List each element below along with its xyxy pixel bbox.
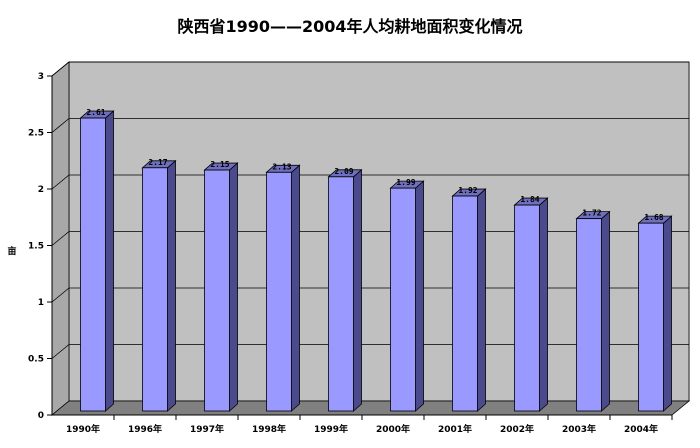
x-tick-label: 1990年 xyxy=(66,423,100,435)
y-tick-label: 0 xyxy=(38,411,44,421)
gridline-depth xyxy=(51,231,70,246)
y-tick-label: 2 xyxy=(38,185,44,195)
bar-side xyxy=(229,162,238,412)
x-tick-label: 1996年 xyxy=(128,423,162,435)
chart-title: 陕西省1990——2004年人均耕地面积变化情况 xyxy=(177,17,522,36)
bar xyxy=(80,117,106,412)
x-tick-label: 2004年 xyxy=(624,423,658,435)
data-label: 2.15 xyxy=(210,160,229,169)
bar xyxy=(638,222,664,412)
y-axis-label: 亩 xyxy=(7,245,16,257)
gridline-depth xyxy=(51,344,70,359)
bar xyxy=(142,167,168,412)
x-tick-label: 2000年 xyxy=(376,423,410,435)
x-tick-label: 2003年 xyxy=(562,423,596,435)
x-tick-label: 1997年 xyxy=(190,423,224,435)
data-label: 1.84 xyxy=(520,195,539,204)
bar-side xyxy=(167,159,176,412)
y-tick-label: 1 xyxy=(38,298,44,308)
data-label: 1.99 xyxy=(396,178,415,187)
y-tick-label: 1.5 xyxy=(28,242,44,252)
bar-side xyxy=(105,110,114,412)
bar-side xyxy=(353,168,362,412)
bar xyxy=(576,218,602,412)
bar xyxy=(390,187,416,412)
data-label: 2.61 xyxy=(86,108,105,117)
bar xyxy=(328,176,354,412)
bar-side xyxy=(539,197,548,412)
bar xyxy=(514,204,540,412)
bar-side xyxy=(601,210,610,412)
gridline-depth xyxy=(51,287,70,303)
data-label: 2.13 xyxy=(272,162,291,171)
data-label: 1.72 xyxy=(582,209,601,218)
bar xyxy=(204,169,230,412)
bar-side xyxy=(477,188,486,412)
x-tick-label: 1998年 xyxy=(252,423,286,435)
gridline-depth xyxy=(51,61,70,77)
bar xyxy=(452,195,478,412)
gridline-depth xyxy=(51,118,70,133)
x-tick-label: 2002年 xyxy=(500,423,534,435)
plot-area: 0 0.5 1 1.5 2 2.5 3 2.61 1990年 2.17 1996年 2.15 1997年… xyxy=(28,61,691,435)
data-label: 2.17 xyxy=(148,158,167,167)
bar-side xyxy=(415,180,424,412)
data-label: 2.09 xyxy=(334,167,353,176)
x-tick-label: 1999年 xyxy=(314,423,348,435)
data-label: 1.68 xyxy=(644,213,663,222)
bar-side xyxy=(291,164,300,412)
bar-side xyxy=(663,215,672,412)
bar xyxy=(266,171,292,412)
y-tick-label: 2.5 xyxy=(28,129,44,139)
gridline-depth xyxy=(51,174,70,190)
data-label: 1.92 xyxy=(458,186,477,195)
y-tick-label: 0.5 xyxy=(28,355,44,365)
x-tick-label: 2001年 xyxy=(438,423,472,435)
y-tick-label: 3 xyxy=(38,72,44,82)
